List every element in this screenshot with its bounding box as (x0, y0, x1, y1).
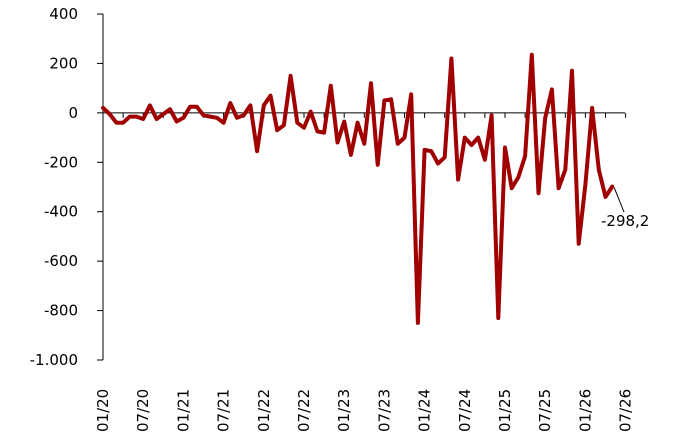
x-axis: 01/20 07/20 01/21 07/21 01/22 07/22 01/23 07/23… (94, 112, 635, 432)
series-line (101, 52, 615, 325)
x-tick-label: 07/23 (375, 389, 393, 432)
end-annotation: -298,2 (601, 187, 649, 230)
y-tick-label: -800 (44, 302, 78, 320)
end-value-label: -298,2 (601, 212, 649, 230)
y-tick-label: 400 (49, 5, 78, 23)
x-tick-label: 01/23 (335, 389, 353, 432)
x-tick-label: 07/25 (536, 389, 554, 432)
y-tick-label: -1.000 (30, 351, 78, 369)
x-tick-label: 07/22 (295, 389, 313, 432)
y-tick-label: -400 (44, 203, 78, 221)
x-tick-label: 01/21 (174, 389, 192, 432)
x-tick-label: 01/24 (416, 389, 434, 432)
series-group (101, 52, 615, 325)
y-tick-label: 0 (68, 104, 78, 122)
x-tick-label: 01/22 (255, 389, 273, 432)
x-tick-label: 01/26 (576, 389, 594, 432)
y-axis: 400 200 0 -200 -400 -600 -800 -1.000 (30, 5, 104, 369)
x-tick-label: 07/20 (134, 389, 152, 432)
end-label-leader (613, 187, 625, 213)
y-tick-label: -200 (44, 153, 78, 171)
x-tick-label: 01/20 (94, 389, 112, 432)
y-tick-label: 200 (49, 54, 78, 72)
x-tick-label: 01/25 (496, 389, 514, 432)
x-tick-label: 07/26 (617, 389, 635, 432)
x-tick-label: 07/24 (456, 389, 474, 432)
y-tick-label: -600 (44, 252, 78, 270)
x-tick-label: 07/21 (215, 389, 233, 432)
